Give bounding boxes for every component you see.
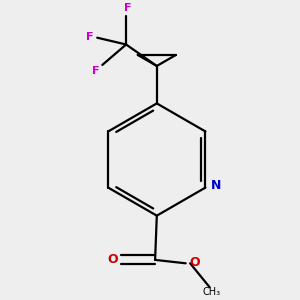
Text: O: O [189, 256, 200, 269]
Text: F: F [86, 32, 94, 42]
Text: N: N [210, 179, 221, 192]
Text: F: F [92, 66, 100, 76]
Text: CH₃: CH₃ [202, 287, 220, 297]
Text: O: O [107, 254, 118, 266]
Text: F: F [124, 3, 132, 13]
